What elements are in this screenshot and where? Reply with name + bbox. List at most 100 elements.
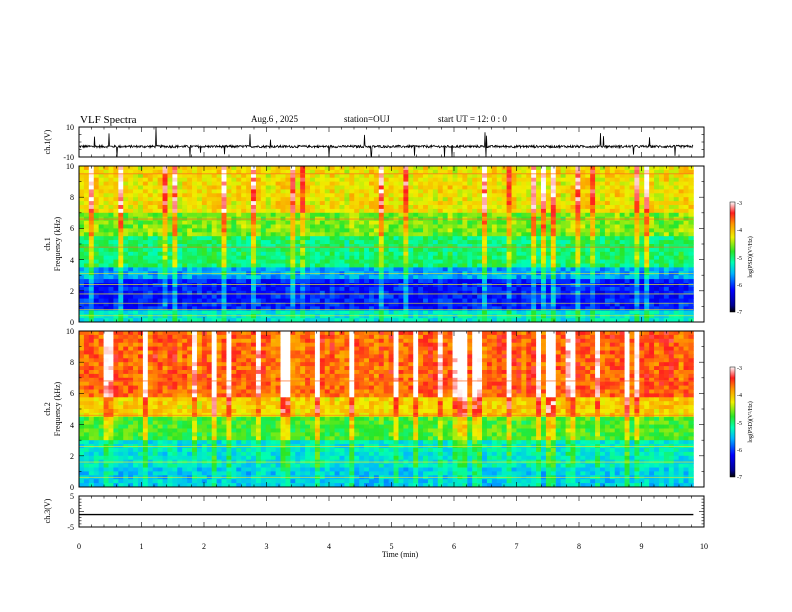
spectrogram-cell [177,224,183,229]
spectrogram-cell [231,279,237,284]
spectrogram-cell [536,298,542,303]
spectrogram-cell [123,290,129,296]
spectrogram-cell [467,275,473,280]
spectrogram-cell [324,205,331,210]
spectrogram-cell [157,169,163,175]
spectrogram-cell [133,251,139,257]
spectrogram-cell [624,244,630,249]
spectrogram-cell [79,244,85,249]
spectrogram-cell [251,306,257,311]
spectrogram-cell [634,263,640,268]
spectrogram-cell [432,259,439,264]
spectrogram-cell [339,193,345,198]
spectrogram-cell [496,310,503,315]
spectrogram-cell [201,177,208,182]
spectrogram-cell [668,302,675,307]
spectrogram-cell [177,263,183,268]
spectrogram-cell [649,302,655,307]
spectrogram-cell [393,173,399,179]
spectrogram-cell [305,251,311,257]
spectrogram-cell [658,228,665,233]
spectrogram-cell [683,286,689,292]
spectrogram-cell [575,302,581,307]
spectrogram-cell [467,193,473,198]
spectrogram-cell [663,275,670,280]
spectrogram-cell [437,166,444,171]
spectrogram-cell [255,240,262,245]
spectrogram-cell [644,255,650,260]
spectrogram-cell [324,208,331,214]
spectrogram-cell [413,251,419,257]
spectrogram-cell [663,236,670,241]
spectrogram-cell [521,193,527,198]
spectrogram-cell [604,275,611,280]
spectrogram-cell [614,247,621,253]
spectrogram-cell [654,302,660,307]
spectrogram-cell [93,255,100,260]
spectrogram-cell [221,283,227,288]
spectrogram-cell [255,166,262,171]
spectrogram-cell [629,286,635,292]
spectrogram-cell [541,220,547,225]
spectrogram-cell [359,306,365,311]
spectrogram-cell [133,177,139,182]
spectrogram-cell [187,290,193,296]
spectrogram-cell [590,220,596,225]
spectrogram-cell [590,314,596,319]
spectrogram-cell [246,267,252,272]
spectrogram-cell [467,166,473,171]
spectrogram-cell [177,247,183,253]
spectrogram-cell [93,224,100,229]
spectrogram-cell [142,201,149,206]
spectrogram-cell [280,224,286,229]
spectrogram-cell [595,236,601,241]
spectrogram-cell [137,240,144,245]
spectrogram-cell [246,236,252,241]
spectrogram-cell [501,232,508,237]
spectrogram-cell [280,208,286,214]
spectrogram-cell [226,208,232,214]
spectrogram-cell [192,255,198,260]
spectrogram-cell [354,205,360,210]
spectrogram-cell [359,302,365,307]
spectrogram-cell [196,314,203,319]
spectrogram-cell [275,228,281,233]
spectrogram-cell [349,201,355,206]
spectrogram-cell [663,224,670,229]
spectrogram-cell [285,189,291,194]
spectrogram-cell [585,314,591,319]
spectrogram-cell [98,290,104,296]
spectrogram-cell [486,166,493,171]
spectrogram-cell [113,173,119,179]
spectrogram-cell [305,228,311,233]
header-date: Aug.6 , 2025 [251,114,298,124]
spectrogram-cell [496,298,503,303]
spectrogram-cell [599,181,606,186]
spectrogram-cell [550,208,557,214]
spectrogram-cell [172,244,178,249]
spectrogram-cell [604,302,611,307]
spectrogram-cell [393,244,399,249]
spectrogram-cell [319,279,326,284]
spectrogram-cell [663,294,670,299]
spectrogram-cell [595,208,601,214]
spectrogram-cell [324,197,331,202]
spectrogram-cell [575,240,581,245]
spectrogram-cell [388,197,394,202]
spectrogram-cell [663,177,670,182]
spectrogram-cell [93,185,100,190]
spectrogram-cell [570,263,576,268]
spectrogram-cell [658,314,665,319]
spectrogram-cell [649,298,655,303]
spectrogram-cell [688,212,694,218]
spectrogram-cell [550,205,557,210]
spectrogram-cell [457,302,463,307]
spectrogram-cell [649,279,655,284]
spectrogram-cell [427,232,434,237]
spectrogram-cell [103,212,109,218]
spectrogram-cell [211,279,218,284]
spectrogram-cell [570,169,576,175]
spectrogram-cell [142,220,149,225]
spectrogram-cell [329,169,335,175]
spectrogram-cell [673,240,680,245]
